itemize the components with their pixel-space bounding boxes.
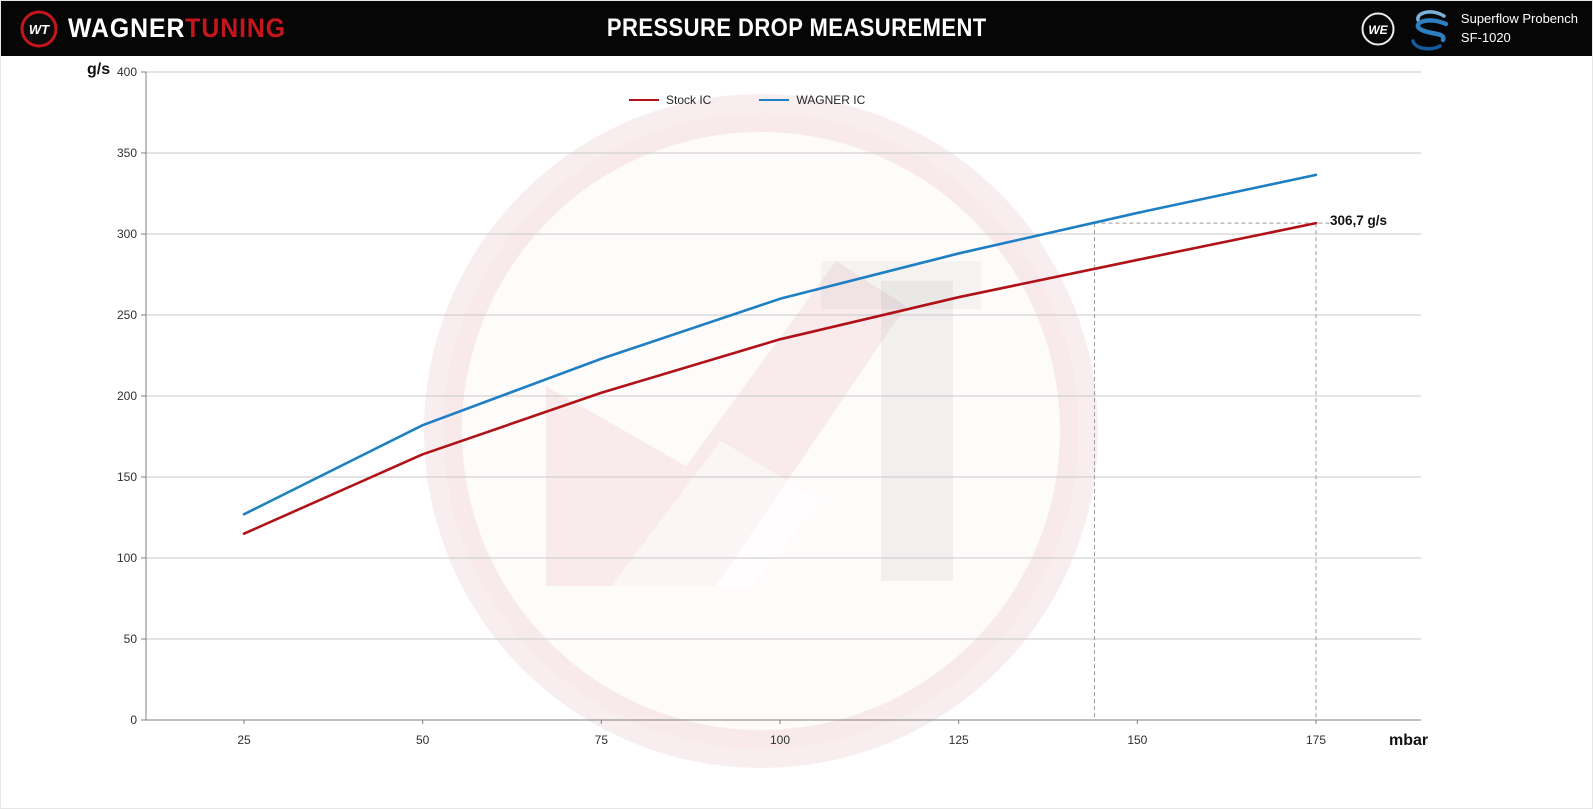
bench-info: Superflow Probench SF-1020: [1461, 10, 1578, 46]
annotation-guides: [1093, 222, 1330, 720]
svg-text:350: 350: [117, 146, 137, 160]
svg-text:150: 150: [1127, 733, 1147, 747]
svg-text:125: 125: [949, 733, 969, 747]
wagner-roundel-icon: WT: [20, 10, 58, 47]
svg-text:WE: WE: [1368, 23, 1388, 37]
svg-text:50: 50: [124, 632, 138, 646]
legend-item-wagner-ic: WAGNER IC: [759, 93, 865, 107]
svg-text:WT: WT: [29, 22, 50, 37]
brand-word-tuning: TUNING: [185, 13, 287, 43]
gridlines: [146, 71, 1421, 640]
svg-text:300: 300: [117, 227, 137, 241]
svg-text:100: 100: [770, 733, 790, 747]
bench-name: Superflow Probench: [1460, 11, 1578, 27]
legend-item-stock-ic: Stock IC: [629, 93, 711, 107]
brand-word-wagner: WAGNER: [68, 13, 186, 43]
we-logo-icon: WE: [1361, 12, 1395, 45]
page-title-wrap: PRESSURE DROP MEASUREMENT: [1, 1, 1592, 56]
svg-text:200: 200: [117, 389, 137, 403]
svg-text:250: 250: [117, 308, 137, 322]
stock-ic-line-swatch-icon: [629, 99, 659, 101]
svg-text:175: 175: [1306, 733, 1326, 747]
bench-model: SF-1020: [1460, 29, 1511, 45]
legend: Stock IC WAGNER IC: [629, 93, 865, 107]
wagner-ic-line-swatch-icon: [759, 99, 790, 101]
superflow-logo-icon: [1411, 9, 1449, 50]
wagner-ic-line: [242, 173, 1318, 516]
page-title: PRESSURE DROP MEASUREMENT: [606, 14, 987, 42]
bench-branding: WE Superflow Probench SF-1020: [1359, 1, 1578, 56]
header-bar: WT WAGNERTUNING PRESSURE DROP MEASUREMEN…: [1, 1, 1592, 56]
svg-text:0: 0: [130, 713, 137, 727]
brand: WT WAGNERTUNING: [19, 1, 305, 56]
svg-text:75: 75: [595, 733, 609, 747]
x-axis-unit-label: mbar: [1389, 732, 1429, 749]
axis-ticks: 0 50 100 150 200 250 300 350 400 25 50 75 100 125 150 1…: [117, 65, 1326, 747]
svg-text:50: 50: [416, 733, 430, 747]
legend-label-stock-ic: Stock IC: [666, 93, 712, 107]
svg-text:100: 100: [117, 551, 137, 565]
svg-text:25: 25: [237, 733, 251, 747]
svg-text:150: 150: [117, 470, 137, 484]
y-axis-unit-label: g/s: [87, 61, 111, 78]
brand-wordmark: WAGNERTUNING: [68, 13, 286, 44]
stock-ic-line: [242, 221, 1318, 536]
legend-label-wagner-ic: WAGNER IC: [796, 93, 866, 107]
annotation-label: 306,7 g/s: [1330, 213, 1388, 228]
svg-text:400: 400: [117, 65, 137, 79]
